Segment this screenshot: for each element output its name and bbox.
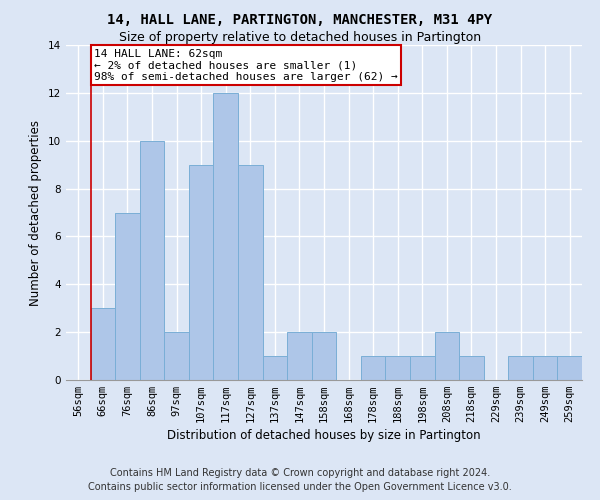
Text: Contains HM Land Registry data © Crown copyright and database right 2024.
Contai: Contains HM Land Registry data © Crown c… xyxy=(88,468,512,492)
Text: 14 HALL LANE: 62sqm
← 2% of detached houses are smaller (1)
98% of semi-detached: 14 HALL LANE: 62sqm ← 2% of detached hou… xyxy=(94,48,398,82)
Bar xyxy=(189,164,214,380)
Bar xyxy=(361,356,385,380)
Bar xyxy=(91,308,115,380)
Bar xyxy=(140,140,164,380)
X-axis label: Distribution of detached houses by size in Partington: Distribution of detached houses by size … xyxy=(167,430,481,442)
Y-axis label: Number of detached properties: Number of detached properties xyxy=(29,120,43,306)
Bar xyxy=(287,332,312,380)
Bar xyxy=(263,356,287,380)
Bar xyxy=(214,93,238,380)
Bar xyxy=(238,164,263,380)
Bar xyxy=(533,356,557,380)
Bar xyxy=(385,356,410,380)
Bar xyxy=(459,356,484,380)
Bar xyxy=(164,332,189,380)
Bar xyxy=(115,212,140,380)
Bar xyxy=(434,332,459,380)
Bar xyxy=(557,356,582,380)
Text: 14, HALL LANE, PARTINGTON, MANCHESTER, M31 4PY: 14, HALL LANE, PARTINGTON, MANCHESTER, M… xyxy=(107,12,493,26)
Text: Size of property relative to detached houses in Partington: Size of property relative to detached ho… xyxy=(119,31,481,44)
Bar xyxy=(508,356,533,380)
Bar xyxy=(410,356,434,380)
Bar xyxy=(312,332,336,380)
